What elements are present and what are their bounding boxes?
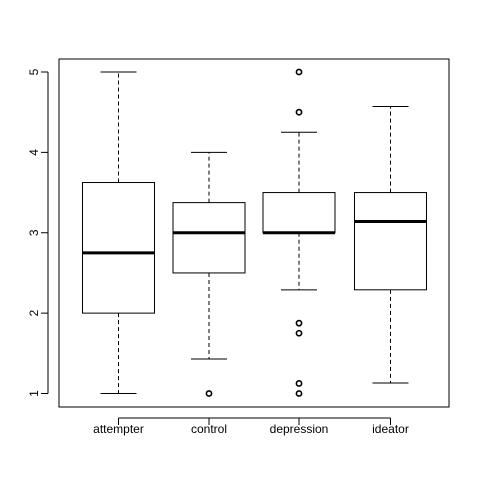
y-tick-label-2: 2 xyxy=(27,309,41,316)
y-tick-label-1: 1 xyxy=(27,390,41,397)
outlier-depression-1 xyxy=(295,108,303,116)
iqr-box-control xyxy=(172,202,246,274)
y-axis: 1 2 3 4 5 xyxy=(27,68,49,397)
outlier-depression-0 xyxy=(295,68,303,76)
x-tick-label-ideator: ideator xyxy=(372,422,409,436)
iqr-box-depression xyxy=(262,192,336,234)
outlier-depression-5 xyxy=(295,390,303,397)
box-attempter xyxy=(82,71,155,394)
boxes-layer xyxy=(82,68,427,397)
y-tick-label-3: 3 xyxy=(27,229,41,236)
iqr-box-ideator xyxy=(354,192,427,291)
outlier-depression-3 xyxy=(295,329,303,337)
y-tick-label-5: 5 xyxy=(27,68,41,75)
box-ideator xyxy=(354,106,427,384)
box-control xyxy=(172,151,246,397)
iqr-box-attempter xyxy=(82,182,155,314)
box-depression xyxy=(262,68,336,397)
x-axis: attempter control depression ideator xyxy=(93,417,409,436)
outlier-control-0 xyxy=(205,390,213,397)
outlier-depression-2 xyxy=(295,319,303,327)
x-tick-label-depression: depression xyxy=(270,422,329,436)
x-tick-label-control: control xyxy=(191,422,227,436)
outlier-depression-4 xyxy=(295,380,303,387)
x-tick-label-attempter: attempter xyxy=(93,422,144,436)
plot-frame xyxy=(58,58,450,408)
y-tick-label-4: 4 xyxy=(27,149,41,156)
